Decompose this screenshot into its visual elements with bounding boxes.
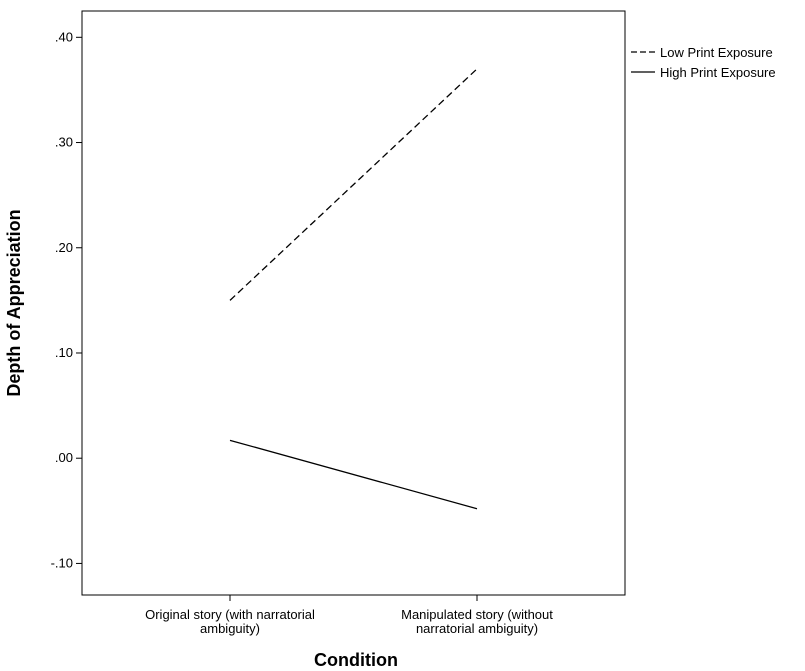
y-tick-label: -.10 bbox=[51, 555, 73, 570]
y-tick-label: .20 bbox=[55, 240, 73, 255]
legend: Low Print Exposure High Print Exposure bbox=[631, 45, 776, 80]
x-category-label: Manipulated story (without bbox=[401, 607, 553, 622]
y-tick-label: .40 bbox=[55, 29, 73, 44]
series-lines bbox=[229, 68, 478, 510]
plot-frame bbox=[81, 10, 626, 596]
x-category-label: ambiguity) bbox=[200, 621, 260, 636]
y-tick-label: .30 bbox=[55, 135, 73, 150]
y-axis: -.10 .00 .10 .20 .30 .40 bbox=[51, 29, 82, 570]
y-axis-title: Depth of Appreciation bbox=[4, 209, 24, 396]
x-category-label: Original story (with narratorial bbox=[145, 607, 315, 622]
x-axis: Original story (with narratorialambiguit… bbox=[145, 595, 553, 636]
series-line-high-print-exposure bbox=[229, 439, 478, 510]
x-axis-title: Condition bbox=[314, 650, 398, 670]
y-tick-label: .10 bbox=[55, 345, 73, 360]
legend-label: High Print Exposure bbox=[660, 65, 776, 80]
legend-label: Low Print Exposure bbox=[660, 45, 773, 60]
series-line-low-print-exposure bbox=[229, 68, 478, 301]
x-category-label: narratorial ambiguity) bbox=[416, 621, 538, 636]
y-tick-label: .00 bbox=[55, 450, 73, 465]
